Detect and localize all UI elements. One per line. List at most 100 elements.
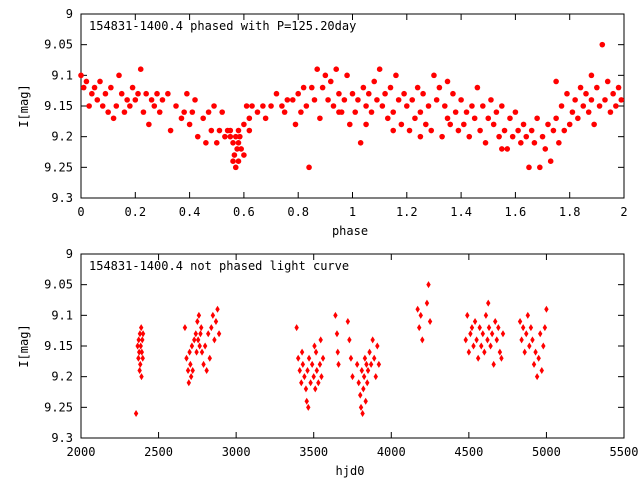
top-data-point xyxy=(531,140,538,146)
bottom-plot-title: 154831-1400.4 not phased light curve xyxy=(89,259,349,273)
bottom-data-point xyxy=(317,360,323,368)
bottom-data-point xyxy=(427,317,433,325)
bottom-data-point xyxy=(524,330,529,338)
bottom-data-point xyxy=(308,379,313,387)
top-data-point xyxy=(447,121,454,128)
top-data-point xyxy=(235,158,242,164)
top-plot-xlabel: phase xyxy=(332,224,368,238)
top-data-point xyxy=(292,121,299,128)
bottom-data-point xyxy=(136,354,141,362)
top-data-point xyxy=(488,97,494,103)
bottom-data-point xyxy=(189,342,195,350)
bottom-data-point xyxy=(300,360,306,368)
bottom-data-point xyxy=(195,336,201,344)
top-data-point xyxy=(471,115,478,122)
top-data-point xyxy=(341,97,348,103)
bottom-data-point xyxy=(358,403,364,411)
top-data-point xyxy=(344,72,350,79)
top-data-point xyxy=(604,78,611,85)
top-data-point xyxy=(232,133,239,140)
bottom-data-point xyxy=(199,348,205,356)
top-data-point xyxy=(235,140,242,146)
top-data-point xyxy=(539,133,546,140)
top-data-point xyxy=(357,140,364,146)
bottom-y-tick-label: 9.3 xyxy=(51,431,73,445)
top-data-point xyxy=(439,133,445,140)
top-data-point xyxy=(279,103,285,109)
bottom-data-point xyxy=(296,354,301,362)
top-y-tick-label: 9.15 xyxy=(44,99,73,113)
top-data-point xyxy=(618,97,625,103)
bottom-data-point xyxy=(499,354,504,362)
top-data-point xyxy=(129,84,136,91)
top-y-tick-label: 9.1 xyxy=(51,68,73,82)
top-data-point xyxy=(124,97,130,103)
bottom-data-point xyxy=(186,379,192,387)
top-data-point xyxy=(507,115,513,122)
top-data-point xyxy=(436,84,443,91)
top-data-point xyxy=(232,164,239,171)
top-data-point xyxy=(553,115,559,122)
bottom-data-point xyxy=(469,324,475,332)
bottom-data-point xyxy=(420,336,425,344)
top-data-point xyxy=(395,97,402,103)
bottom-y-tick-label: 9.25 xyxy=(44,400,73,414)
top-data-point xyxy=(238,146,244,152)
bottom-data-point xyxy=(359,367,365,375)
bottom-data-point xyxy=(137,367,142,375)
bottom-data-point xyxy=(365,379,370,387)
bottom-x-tick-label: 2000 xyxy=(67,445,96,459)
bottom-data-point xyxy=(497,348,503,356)
bottom-data-point xyxy=(373,373,378,381)
top-data-point xyxy=(273,90,280,97)
top-data-point xyxy=(499,103,505,109)
bottom-plot-xlabel: hjd0 xyxy=(336,464,365,478)
bottom-data-point xyxy=(471,342,476,350)
top-data-point xyxy=(406,127,413,134)
top-data-point xyxy=(474,84,481,91)
bottom-data-point xyxy=(140,354,145,362)
bottom-data-point xyxy=(491,360,496,368)
top-data-point xyxy=(390,109,397,115)
bottom-data-point xyxy=(361,385,366,393)
top-data-point xyxy=(360,84,367,91)
top-data-point xyxy=(246,127,253,134)
top-data-point xyxy=(602,97,608,103)
bottom-data-point xyxy=(302,373,307,381)
top-data-point xyxy=(213,140,220,146)
top-data-point xyxy=(300,84,307,91)
top-data-point xyxy=(333,66,340,72)
top-data-point xyxy=(569,109,576,115)
bottom-data-point xyxy=(482,348,487,356)
bottom-data-point xyxy=(303,385,309,393)
bottom-data-point xyxy=(306,403,311,411)
top-x-tick-label: 0 xyxy=(77,205,84,219)
bottom-data-point xyxy=(362,354,368,362)
top-data-point xyxy=(588,97,595,103)
top-data-point xyxy=(192,97,198,103)
bottom-data-point xyxy=(299,379,304,387)
top-data-point xyxy=(108,84,114,91)
top-data-point xyxy=(230,140,236,146)
top-data-point xyxy=(105,109,111,115)
top-x-tick-label: 0.4 xyxy=(179,205,201,219)
bottom-data-point xyxy=(139,373,144,381)
top-data-point xyxy=(181,109,187,115)
bottom-data-point xyxy=(190,367,195,375)
top-plot-title: 154831-1400.4 phased with P=125.20day xyxy=(89,19,356,33)
bottom-data-point xyxy=(485,336,490,344)
bottom-data-point xyxy=(335,348,340,356)
top-data-point xyxy=(260,103,266,109)
top-data-point xyxy=(607,109,614,115)
top-data-point xyxy=(613,103,619,109)
bottom-data-point xyxy=(472,317,478,325)
top-data-point xyxy=(327,78,334,85)
bottom-data-point xyxy=(528,324,534,332)
top-data-point xyxy=(314,66,321,72)
bottom-data-point xyxy=(519,336,524,344)
top-data-point xyxy=(284,97,291,103)
bottom-data-point xyxy=(500,330,506,338)
bottom-data-point xyxy=(140,336,145,344)
bottom-data-point xyxy=(361,373,367,381)
top-data-point xyxy=(518,140,524,146)
